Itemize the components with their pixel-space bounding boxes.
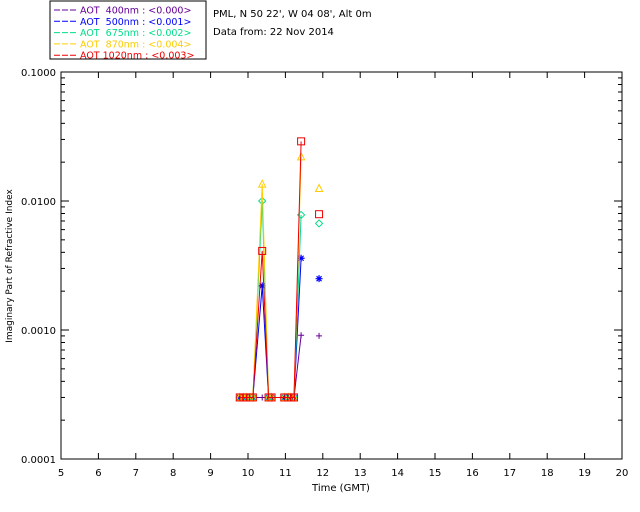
series-line [239,335,302,398]
plot-frame [60,71,623,460]
x-tick-label: 8 [170,468,176,479]
x-axis: 5 6 7 8 9 10 11 12 13 14 15 16 17 18 19 20 [58,72,629,479]
data-point [315,210,324,219]
legend-box [49,0,207,60]
y-tick-label: 0.0001 [21,455,56,466]
series-line [239,258,302,398]
x-axis-label: Time (GMT) [311,483,370,494]
data-point [314,219,324,228]
legend-entry: AOT 870nm : <0.004> [80,39,191,50]
data-point [259,394,266,401]
data-point [267,393,276,402]
series-0 [236,332,323,401]
data-point [298,332,305,339]
x-tick-label: 13 [354,468,367,479]
y-axis: 0.0001 0.0010 0.0100 0.1000 [21,68,622,466]
data-point [248,393,257,402]
data-point [258,246,267,255]
x-tick-label: 20 [616,468,629,479]
series-line [239,156,302,398]
x-tick-label: 19 [578,468,591,479]
legend-entry: AOT 675nm : <0.002> [80,28,191,39]
x-tick-label: 12 [316,468,329,479]
series-4 [235,137,324,402]
x-tick-label: 15 [429,468,442,479]
data-point [258,282,266,290]
x-tick-label: 10 [242,468,255,479]
x-tick-label: 11 [279,468,292,479]
legend-entry: AOT 500nm : <0.001> [80,17,191,28]
x-tick-label: 9 [207,468,213,479]
y-tick-label: 0.0010 [21,326,56,337]
x-tick-label: 7 [133,468,139,479]
legend-entry: AOT 1020nm : <0.003> [80,51,194,62]
data-point [267,392,276,401]
data-point [296,151,306,161]
x-tick-label: 16 [466,468,479,479]
series-1 [236,254,323,401]
x-tick-label: 6 [95,468,101,479]
series-2 [235,196,324,402]
data-point [315,275,323,283]
data-point [279,392,289,401]
y-tick-label: 0.0100 [21,197,56,208]
location-line: PML, N 50 22', W 04 08', Alt 0m [213,9,372,20]
chart-header: PML, N 50 22', W 04 08', Alt 0m Data fro… [213,9,372,38]
data-point [314,183,324,192]
data-point [258,196,267,206]
data-point [257,179,267,188]
x-tick-label: 17 [503,468,516,479]
y-axis-label: Imaginary Part of Refractive Index [5,188,15,342]
legend-entry: AOT 400nm : <0.000> [80,6,191,17]
data-point [297,137,306,146]
x-tick-label: 5 [58,468,64,479]
x-tick-label: 14 [391,468,404,479]
x-tick-label: 18 [541,468,554,479]
data-point [316,332,323,339]
series-layer [235,137,324,402]
legend: AOT 400nm : <0.000>AOT 500nm : <0.001>AO… [49,0,207,62]
date-line: Data from: 22 Nov 2014 [213,27,334,38]
series-line [239,141,302,398]
series-3 [235,151,324,401]
data-point [248,392,258,401]
data-point [297,254,305,262]
y-tick-label: 0.1000 [21,68,56,79]
series-line [239,200,302,398]
data-point [290,393,299,402]
